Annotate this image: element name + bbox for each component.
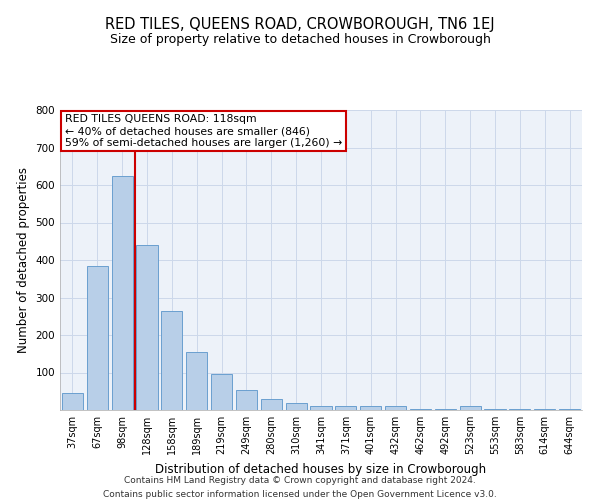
Bar (335, 406, 356, 410)
Bar (112, 176, 133, 410)
Bar (310, 406, 332, 410)
Bar (136, 245, 158, 410)
Bar (286, 403, 307, 410)
Bar (534, 409, 555, 410)
Text: RED TILES, QUEENS ROAD, CROWBOROUGH, TN6 1EJ: RED TILES, QUEENS ROAD, CROWBOROUGH, TN6… (105, 18, 495, 32)
Bar (484, 409, 506, 410)
Bar (410, 409, 431, 410)
Bar (360, 406, 381, 410)
Bar (460, 406, 481, 410)
Bar (87, 266, 108, 410)
Bar (161, 310, 182, 410)
Text: Contains HM Land Registry data © Crown copyright and database right 2024.: Contains HM Land Registry data © Crown c… (124, 476, 476, 485)
Text: RED TILES QUEENS ROAD: 118sqm
← 40% of detached houses are smaller (846)
59% of : RED TILES QUEENS ROAD: 118sqm ← 40% of d… (65, 114, 343, 148)
Bar (435, 409, 456, 410)
Text: Contains public sector information licensed under the Open Government Licence v3: Contains public sector information licen… (103, 490, 497, 499)
Bar (385, 406, 406, 410)
Text: Size of property relative to detached houses in Crowborough: Size of property relative to detached ho… (110, 32, 490, 46)
Bar (211, 374, 232, 410)
X-axis label: Distribution of detached houses by size in Crowborough: Distribution of detached houses by size … (155, 462, 487, 475)
Bar (236, 390, 257, 410)
Bar (559, 409, 580, 410)
Bar (62, 393, 83, 410)
Bar (186, 352, 207, 410)
Bar (509, 409, 530, 410)
Bar (261, 399, 282, 410)
Y-axis label: Number of detached properties: Number of detached properties (17, 167, 30, 353)
